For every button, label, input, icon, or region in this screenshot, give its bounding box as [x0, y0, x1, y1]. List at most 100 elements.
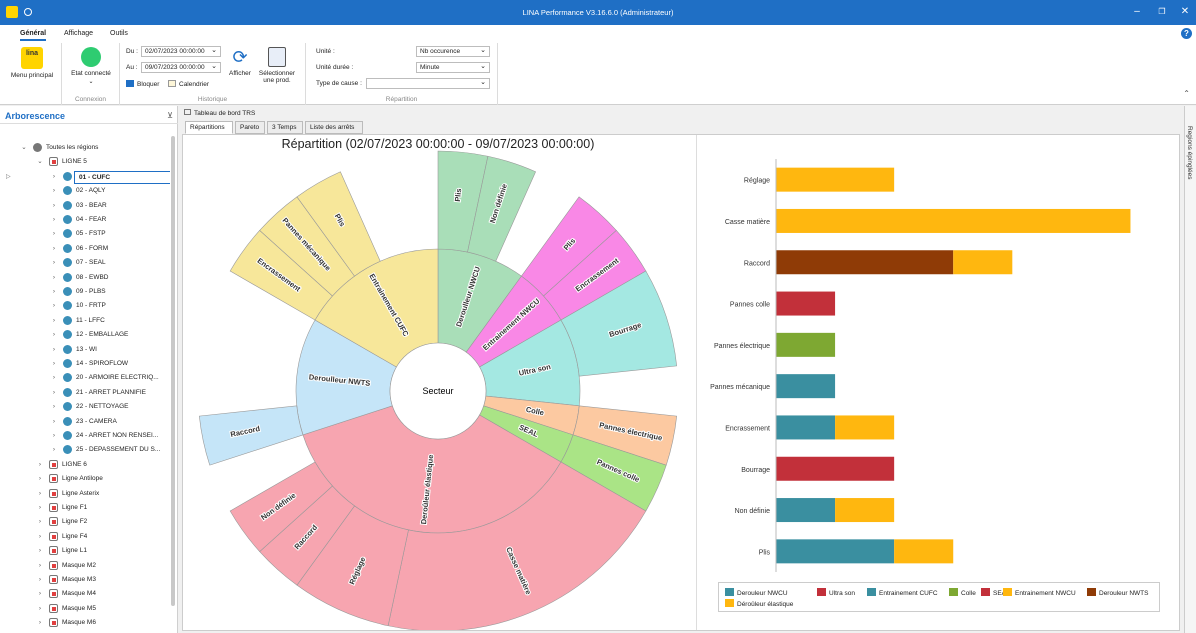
- tree-node-line[interactable]: › LIGNE 6: [0, 458, 170, 472]
- tree-node-sector[interactable]: › 24 - ARRET NON RENSEI...: [0, 429, 170, 443]
- tree-node-sector[interactable]: › 12 - EMBALLAGE: [0, 328, 170, 342]
- expand-icon[interactable]: ›: [38, 532, 42, 540]
- bar-segment[interactable]: [776, 498, 836, 523]
- tree-node-sector[interactable]: › 22 - NETTOYAGE: [0, 400, 170, 414]
- bar-segment[interactable]: [776, 415, 836, 440]
- etat-connecte-button[interactable]: Etat connecté ⌄: [66, 47, 116, 85]
- expand-icon[interactable]: ›: [38, 504, 42, 511]
- tree-node-sector[interactable]: › 09 - PLBS: [0, 285, 170, 299]
- collapse-icon[interactable]: ⌄: [37, 158, 43, 166]
- location-icon[interactable]: [24, 8, 32, 16]
- help-icon[interactable]: ?: [1181, 28, 1192, 39]
- bloquer-button[interactable]: Bloquer: [126, 80, 159, 88]
- unite-duree-select[interactable]: Minute ⌄: [416, 62, 490, 73]
- expand-icon[interactable]: ›: [52, 403, 56, 411]
- tree-node-sector[interactable]: › 20 - ARMOIRE ELECTRIQ...: [0, 371, 170, 385]
- bar-segment[interactable]: [835, 498, 895, 523]
- legend-item[interactable]: Entrainement CUFC: [867, 588, 938, 597]
- tab-repartitions[interactable]: Répartitions: [185, 121, 233, 134]
- tree-node-sector[interactable]: › 21 - ARRET PLANNIFIE: [0, 386, 170, 400]
- legend-item[interactable]: Déroûleur élastique: [725, 599, 793, 608]
- tree-node-sector[interactable]: › 03 - BEAR: [0, 199, 170, 213]
- tree-node-sector[interactable]: › 05 - FSTP: [0, 227, 170, 241]
- expand-icon[interactable]: ›: [38, 547, 42, 555]
- bar-segment[interactable]: [894, 539, 954, 564]
- tab-3-temps[interactable]: 3 Temps: [267, 121, 303, 134]
- expand-icon[interactable]: ›: [52, 216, 56, 223]
- type-cause-select[interactable]: ⌄: [366, 78, 490, 89]
- tab-affichage[interactable]: Affichage: [64, 30, 94, 37]
- menu-principal-button[interactable]: lina Menu principal: [8, 47, 56, 79]
- bar-segment[interactable]: [776, 374, 836, 399]
- expand-icon[interactable]: ›: [52, 345, 56, 353]
- sunburst-outer-slice[interactable]: [296, 171, 381, 277]
- expand-icon[interactable]: ›: [52, 259, 56, 267]
- selectionner-prod-button[interactable]: Sélectionner une prod.: [256, 47, 298, 84]
- bar-segment[interactable]: [776, 250, 954, 275]
- expand-icon[interactable]: ›: [52, 331, 56, 339]
- sunburst-outer-slice[interactable]: [198, 405, 304, 466]
- tree-node-line[interactable]: › Masque M5: [0, 602, 170, 616]
- sunburst-outer-slice[interactable]: [229, 461, 333, 553]
- expand-icon[interactable]: ›: [52, 417, 56, 425]
- legend-item[interactable]: SEAL: [981, 588, 1010, 597]
- tree-node-line[interactable]: › Masque M6: [0, 616, 170, 630]
- tree-node-line[interactable]: › Masque M2: [0, 559, 170, 573]
- bar-segment[interactable]: [776, 167, 895, 192]
- bar-segment[interactable]: [835, 415, 895, 440]
- expand-icon[interactable]: ›: [52, 230, 56, 238]
- tree-node-sector[interactable]: › 14 - SPIROFLOW: [0, 357, 170, 371]
- tree-node-sector[interactable]: › 02 - AQLY: [0, 184, 170, 198]
- expand-icon[interactable]: ›: [38, 475, 42, 483]
- expand-icon[interactable]: ›: [52, 288, 56, 295]
- tree-node-sector[interactable]: › 04 - FEAR: [0, 213, 170, 227]
- bar-segment[interactable]: [776, 332, 836, 357]
- expand-icon[interactable]: ›: [38, 561, 42, 569]
- legend-item[interactable]: Colle: [949, 588, 976, 597]
- expand-icon[interactable]: ›: [52, 273, 56, 281]
- tree-node-ligne5[interactable]: ⌄ LIGNE 5: [0, 155, 170, 169]
- tab-general[interactable]: Général: [20, 30, 47, 41]
- bar-segment[interactable]: [776, 291, 836, 316]
- tab-liste-arrets[interactable]: Liste des arrêts: [305, 121, 363, 134]
- bar-segment[interactable]: [776, 539, 895, 564]
- tree-node-sector[interactable]: › 06 - FORM: [0, 242, 170, 256]
- tree-node-line[interactable]: › Ligne Asterix: [0, 487, 170, 501]
- tree-node-line[interactable]: › Masque M4: [0, 587, 170, 601]
- tree-node-line[interactable]: › Ligne L1: [0, 544, 170, 558]
- au-date-field[interactable]: 09/07/2023 00:00:00 ⌄: [141, 62, 221, 73]
- tree-node-sector[interactable]: › 07 - SEAL: [0, 256, 170, 270]
- expand-icon[interactable]: ›: [52, 244, 56, 252]
- expand-icon[interactable]: ›: [38, 576, 42, 583]
- tree-node-sector[interactable]: › 11 - LFFC: [0, 314, 170, 328]
- legend-item[interactable]: Derouleur NWCU: [725, 588, 788, 597]
- legend-item[interactable]: Entrainement NWCU: [1003, 588, 1076, 597]
- collapse-icon[interactable]: ⌄: [21, 144, 27, 151]
- expand-icon[interactable]: ›: [38, 604, 42, 612]
- expand-icon[interactable]: ›: [52, 187, 56, 195]
- sunburst-outer-slice[interactable]: [560, 270, 678, 377]
- tree-node-line[interactable]: › Ligne F1: [0, 501, 170, 515]
- tree-node-line[interactable]: › Ligne F2: [0, 515, 170, 529]
- close-icon[interactable]: ✕: [1180, 6, 1190, 17]
- expand-icon[interactable]: ›: [52, 302, 56, 310]
- expand-icon[interactable]: ›: [38, 518, 42, 526]
- tree-node-line[interactable]: › Masque M3: [0, 573, 170, 587]
- pinned-regions-panel[interactable]: Regions épinglées: [1184, 106, 1196, 633]
- tab-pareto[interactable]: Pareto: [235, 121, 265, 134]
- tree-node-sector[interactable]: › 08 - EWBD: [0, 271, 170, 285]
- unite-select[interactable]: Nb occurence ⌄: [416, 46, 490, 57]
- legend-item[interactable]: Derouleur NWTS: [1087, 588, 1148, 597]
- expand-icon[interactable]: ›: [52, 446, 56, 454]
- expand-icon[interactable]: ›: [52, 316, 56, 324]
- afficher-button[interactable]: ⟳ Afficher: [229, 47, 251, 77]
- expand-icon[interactable]: ›: [38, 460, 42, 468]
- tab-outils[interactable]: Outils: [110, 30, 128, 37]
- minimize-icon[interactable]: –: [1134, 6, 1140, 17]
- du-date-field[interactable]: 02/07/2023 00:00:00 ⌄: [141, 46, 221, 57]
- expand-icon[interactable]: ›: [52, 360, 56, 367]
- tree-scrollbar[interactable]: [171, 136, 175, 606]
- expand-icon[interactable]: ›: [52, 388, 56, 396]
- doc-tab-trs[interactable]: Tableau de bord TRS: [180, 106, 255, 119]
- sunburst-outer-slice[interactable]: [387, 461, 647, 630]
